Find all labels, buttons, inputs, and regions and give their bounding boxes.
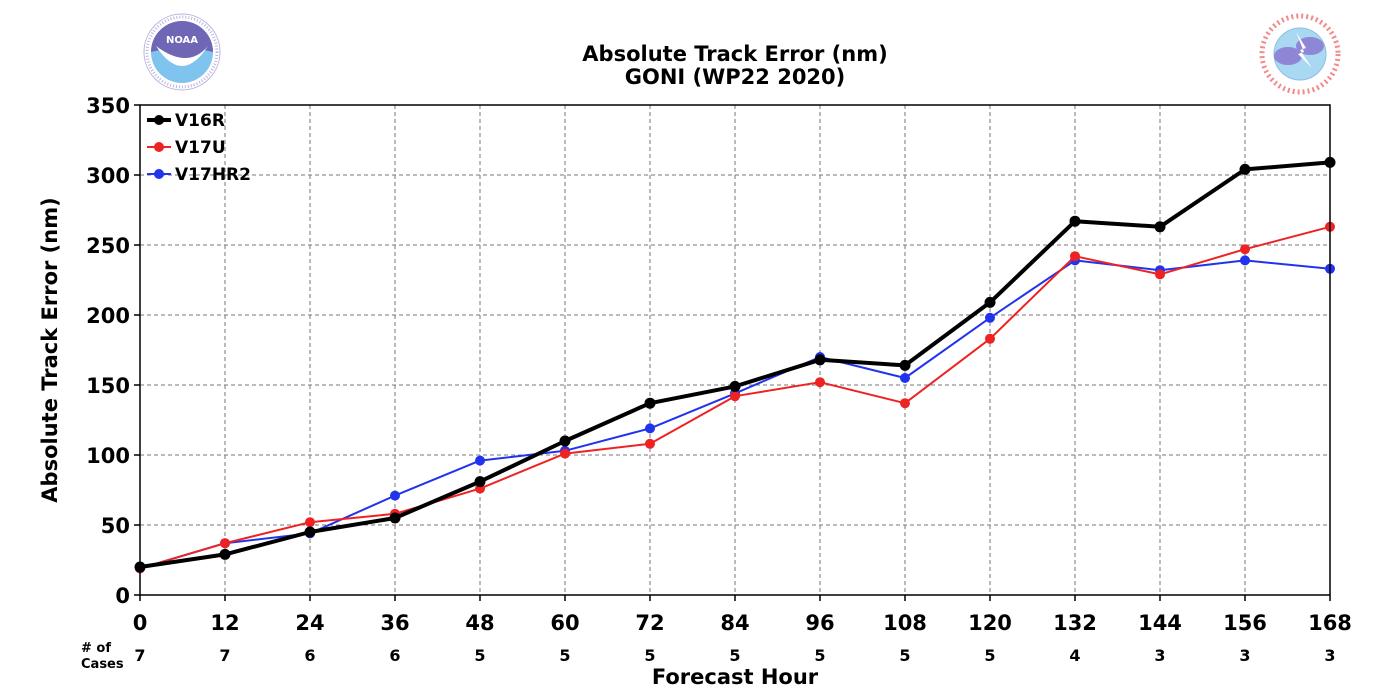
data-point-v17hr2: [390, 490, 400, 501]
legend-marker-v17hr2: [154, 169, 164, 179]
chart-title: Absolute Track Error (nm): [582, 42, 887, 66]
case-count: 3: [1239, 646, 1250, 665]
x-axis: 0 12 24 36 48 60 72 84 96 108 120 132 144 156 168: [133, 595, 1352, 635]
case-count: 3: [1324, 646, 1335, 665]
data-point-v17u: [220, 538, 230, 549]
data-point-v17u: [1070, 251, 1080, 262]
cases-row: 7 7 6 6 5 5 5 5 5 5 5 4 3 3 3: [134, 646, 1335, 665]
data-point-v16r: [729, 380, 741, 392]
data-point-v17hr2: [1240, 255, 1250, 266]
legend-marker-v17u: [154, 142, 164, 152]
x-tick-label: 48: [465, 611, 494, 635]
case-count: 6: [389, 646, 400, 665]
x-tick-label: 108: [883, 611, 927, 635]
case-count: 7: [219, 646, 230, 665]
nws-logo: [1259, 13, 1341, 95]
data-point-v17u: [1155, 269, 1165, 280]
data-point-v16r: [304, 526, 316, 538]
y-axis-label: Absolute Track Error (nm): [38, 197, 62, 502]
x-tick-label: 144: [1138, 611, 1182, 635]
y-tick-label: 350: [86, 94, 130, 118]
data-point-v17hr2: [985, 312, 995, 323]
data-point-v16r: [389, 512, 401, 524]
data-point-v16r: [559, 435, 571, 447]
grid-lines: [140, 105, 1330, 595]
y-axis: 0 50 100 150 200 250 300 350: [86, 94, 140, 608]
y-tick-label: 300: [86, 164, 130, 188]
case-count: 5: [559, 646, 570, 665]
case-count: 5: [644, 646, 655, 665]
x-tick-label: 72: [635, 611, 664, 635]
cases-label-line1: # of: [81, 641, 111, 656]
y-tick-label: 0: [115, 584, 130, 608]
series-lines: [134, 156, 1336, 574]
case-count: 5: [474, 646, 485, 665]
y-tick-label: 50: [101, 514, 130, 538]
data-point-v16r: [1069, 215, 1081, 227]
legend-marker-v16r: [154, 115, 164, 125]
data-point-v17hr2: [645, 423, 655, 434]
noaa-logo: NOAA: [143, 13, 221, 91]
x-tick-label: 36: [380, 611, 409, 635]
noaa-logo-text: NOAA: [166, 35, 198, 46]
data-point-v17u: [645, 438, 655, 449]
x-tick-label: 12: [210, 611, 239, 635]
data-point-v17u: [900, 398, 910, 409]
legend-label-v17hr2: V17HR2: [175, 165, 251, 185]
data-point-v17u: [985, 333, 995, 344]
y-tick-label: 150: [86, 374, 130, 398]
case-count: 5: [899, 646, 910, 665]
x-tick-label: 120: [968, 611, 1012, 635]
cases-label-line2: Cases: [81, 657, 124, 672]
case-count: 5: [729, 646, 740, 665]
case-count: 6: [304, 646, 315, 665]
x-tick-label: 156: [1223, 611, 1267, 635]
case-count: 4: [1069, 646, 1080, 665]
legend-label-v17u: V17U: [175, 138, 226, 158]
x-tick-label: 168: [1308, 611, 1352, 635]
data-point-v16r: [219, 548, 231, 560]
y-tick-label: 100: [86, 444, 130, 468]
case-count: 3: [1154, 646, 1165, 665]
legend: V16R V17U V17HR2: [147, 111, 251, 185]
x-tick-label: 96: [805, 611, 834, 635]
data-point-v16r: [984, 296, 996, 308]
x-tick-label: 0: [133, 611, 148, 635]
x-tick-label: 132: [1053, 611, 1097, 635]
data-point-v16r: [1154, 221, 1166, 233]
data-point-v16r: [814, 354, 826, 366]
data-point-v17hr2: [475, 455, 485, 466]
data-point-v17u: [730, 391, 740, 402]
x-tick-label: 60: [550, 611, 579, 635]
y-tick-label: 200: [86, 304, 130, 328]
x-tick-label: 24: [295, 611, 324, 635]
case-count: 5: [814, 646, 825, 665]
data-point-v16r: [474, 476, 486, 488]
data-point-v17u: [560, 448, 570, 459]
data-point-v17hr2: [900, 373, 910, 383]
chart-subtitle: GONI (WP22 2020): [625, 65, 846, 89]
data-point-v17u: [815, 377, 825, 388]
data-point-v17u: [305, 517, 315, 528]
data-point-v17u: [1240, 244, 1250, 255]
data-point-v16r: [899, 359, 911, 371]
data-point-v16r: [1239, 163, 1251, 175]
legend-label-v16r: V16R: [175, 111, 225, 131]
x-tick-label: 84: [720, 611, 749, 635]
y-tick-label: 250: [86, 234, 130, 258]
case-count: 5: [984, 646, 995, 665]
data-point-v16r: [644, 397, 656, 409]
case-count: 7: [134, 646, 145, 665]
x-axis-label: Forecast Hour: [652, 665, 819, 689]
